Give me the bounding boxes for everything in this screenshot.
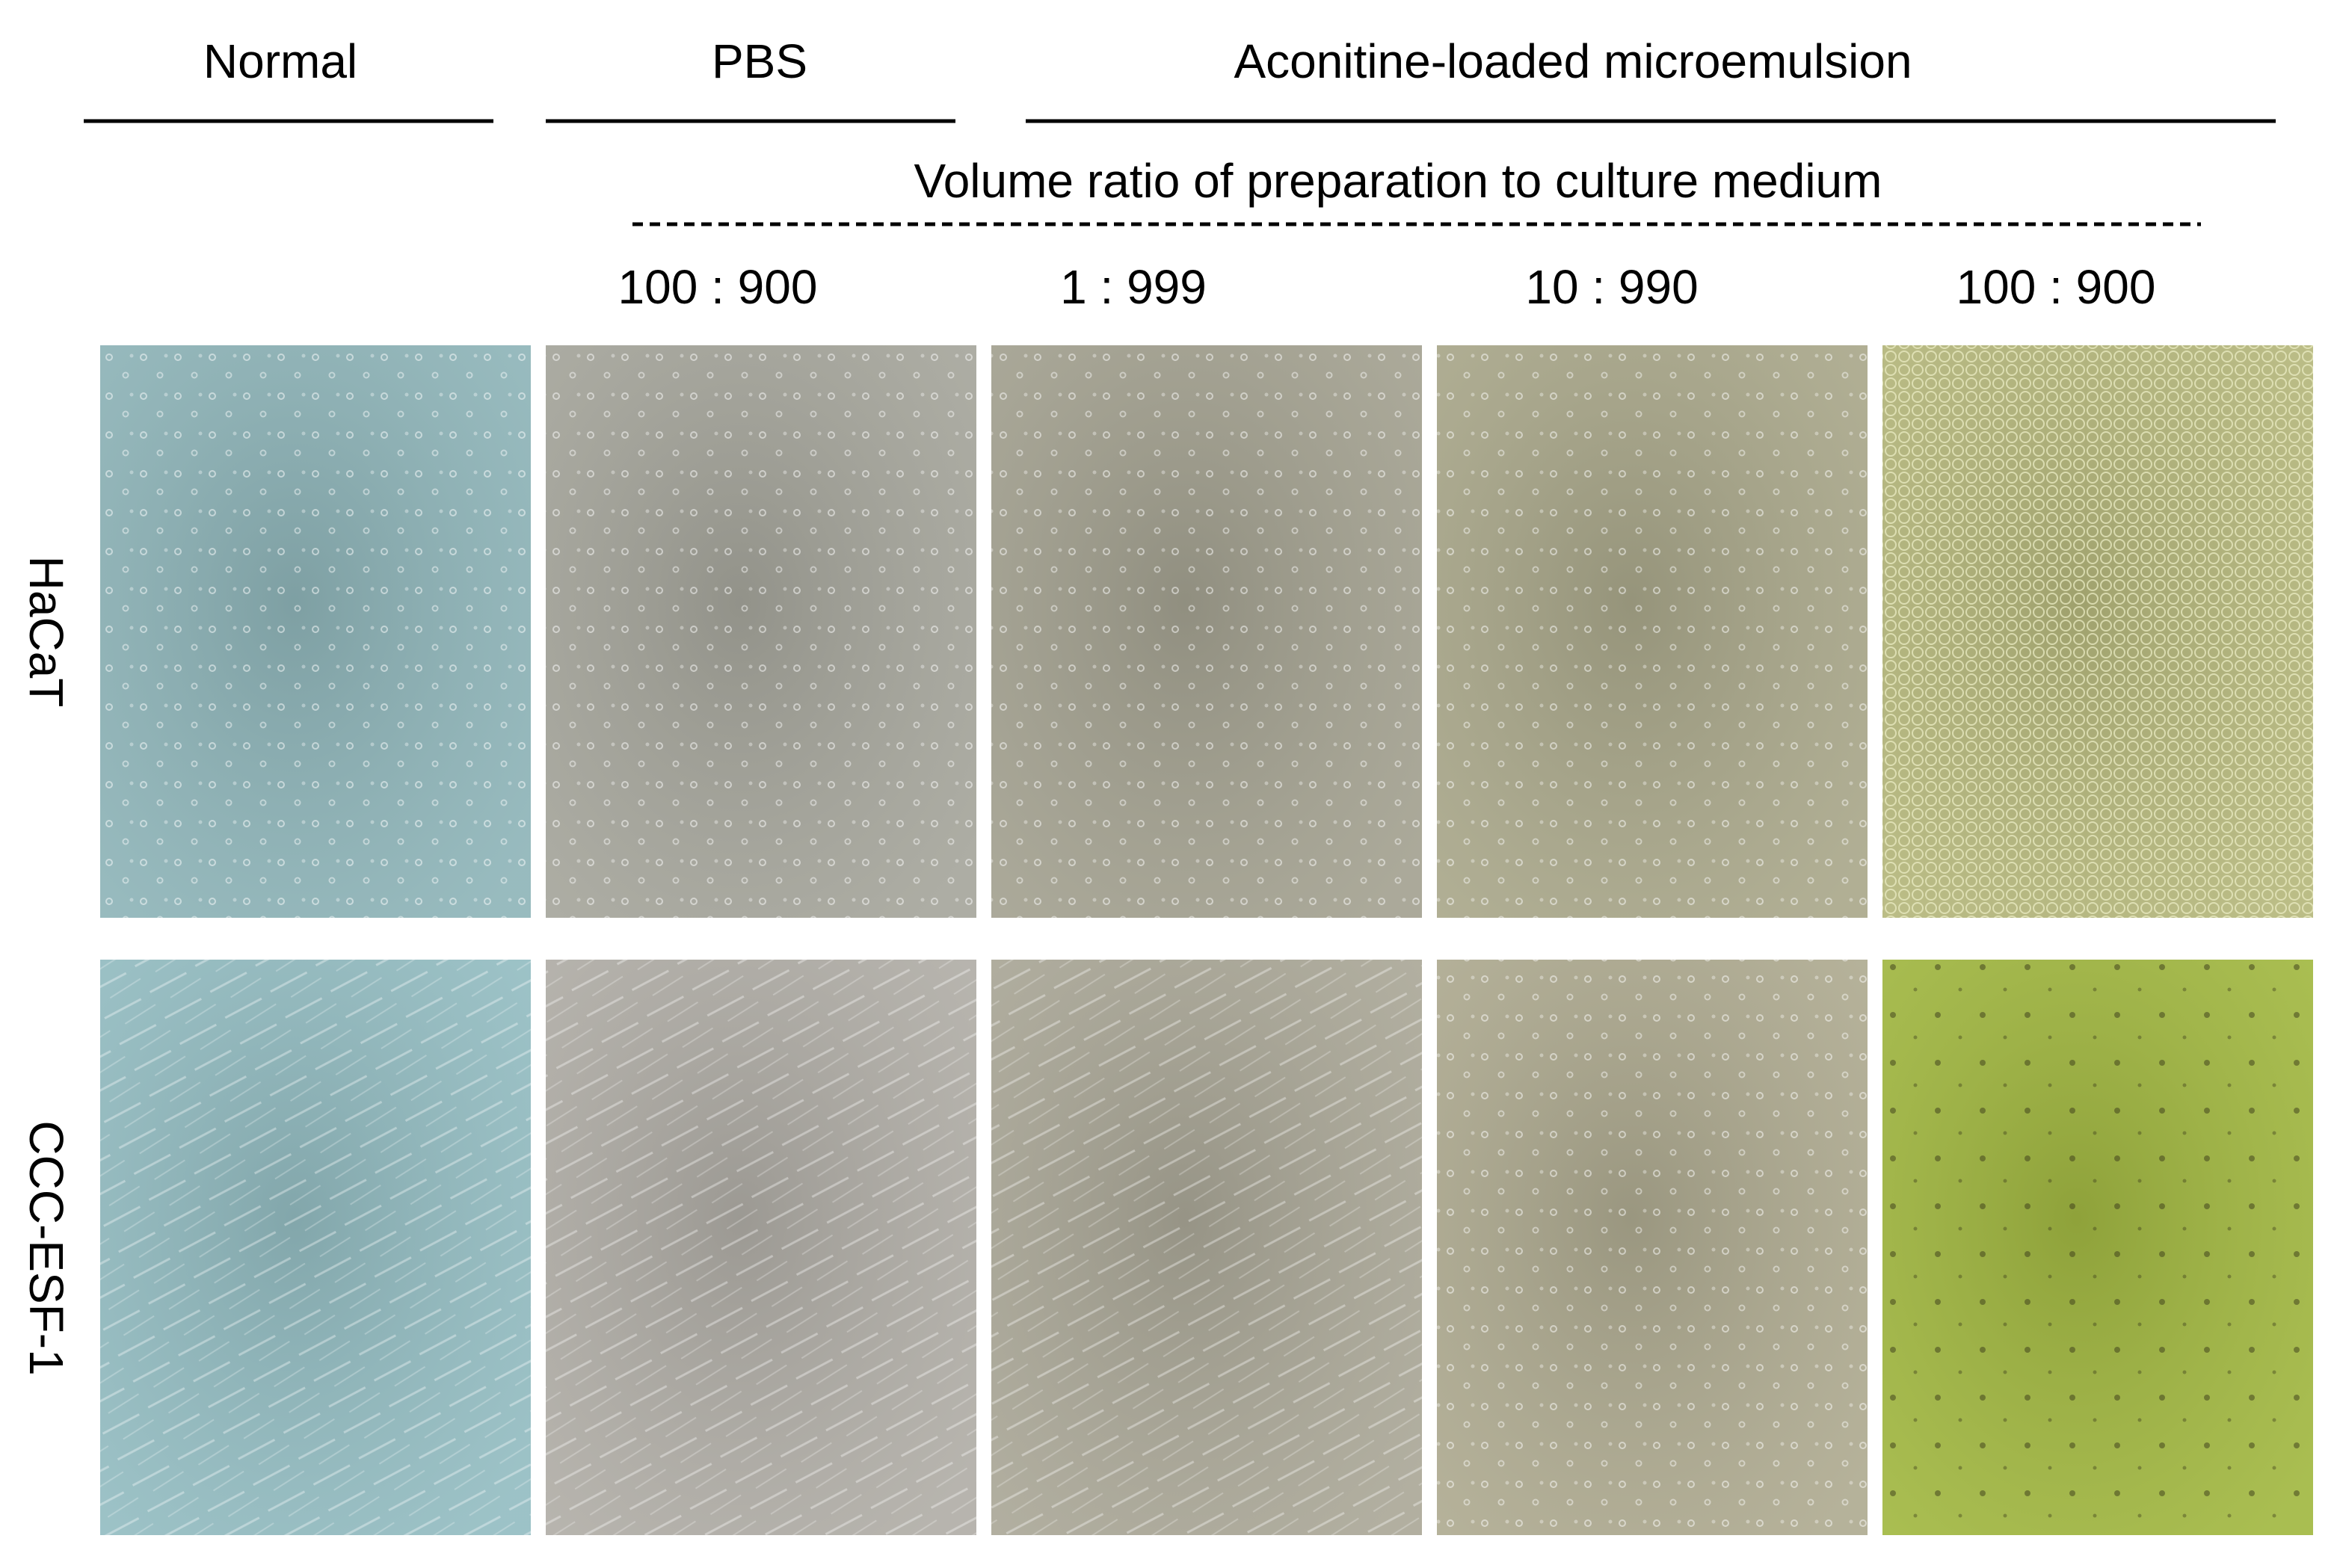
micrograph [100, 345, 531, 918]
ratio-label: 10 : 990 [1525, 260, 1698, 314]
row-label: CCC-ESF-1 [19, 1120, 73, 1375]
micrograph [1437, 345, 1868, 918]
subtitle: Volume ratio of preparation to culture m… [914, 154, 1882, 208]
ratio-label: 100 : 900 [618, 260, 818, 314]
micrograph [1437, 960, 1868, 1535]
micrographs [100, 345, 2313, 1535]
group-label: Normal [203, 34, 357, 88]
micrograph [546, 960, 976, 1535]
micrograph [1882, 345, 2313, 918]
row-label: HaCaT [19, 556, 73, 708]
group-label: Aconitine-loaded microemulsion [1234, 34, 1912, 88]
group-label: PBS [712, 34, 807, 88]
micrograph [1882, 960, 2313, 1535]
ratio-label: 100 : 900 [1956, 260, 2156, 314]
micrograph [546, 345, 976, 918]
micrograph [991, 960, 1422, 1535]
micrograph [991, 345, 1422, 918]
ratio-label: 1 : 999 [1060, 260, 1207, 314]
micrograph [100, 960, 531, 1535]
